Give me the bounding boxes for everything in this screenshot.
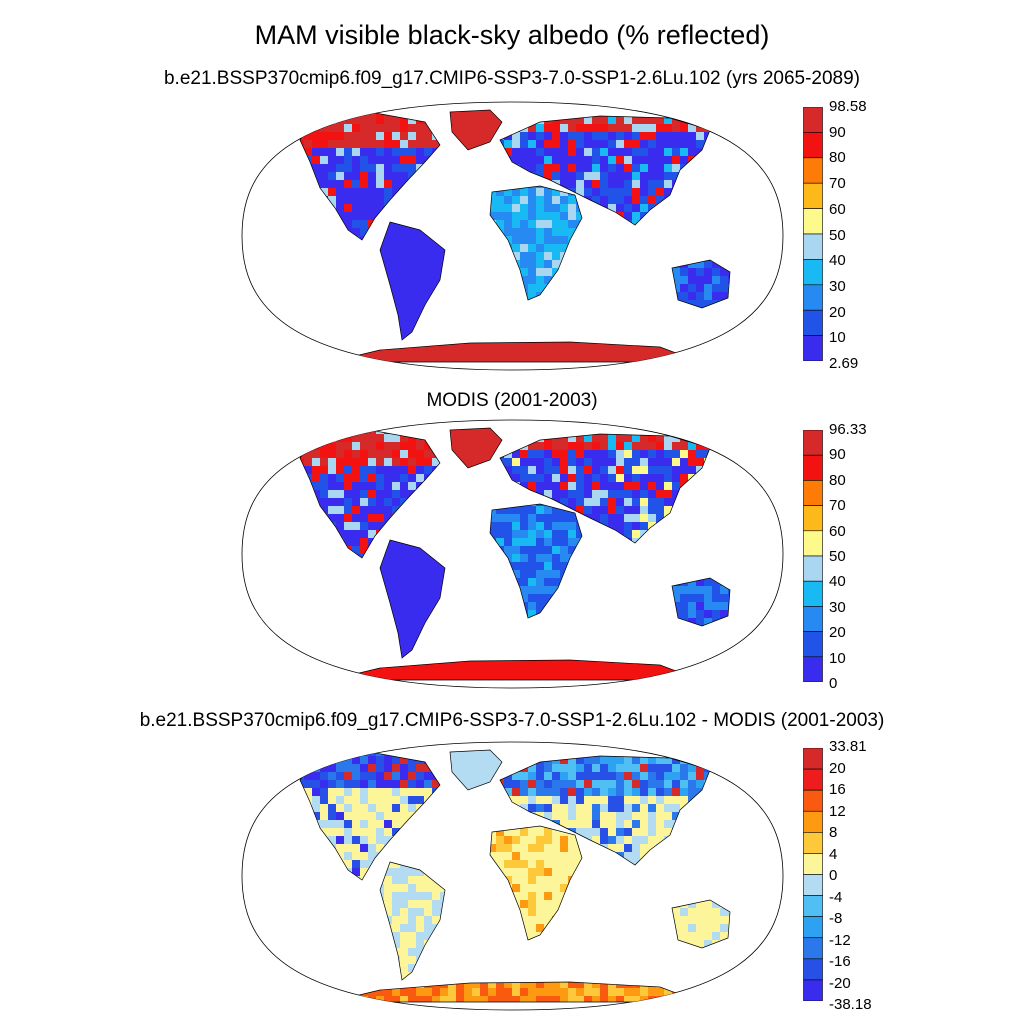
colorbar-swatch	[803, 454, 823, 481]
colorbar-swatch	[803, 132, 823, 159]
colorbar-swatch	[803, 309, 823, 336]
coastline-australia	[671, 577, 731, 627]
colorbar-swatch	[803, 789, 823, 812]
colorbar-swatch	[803, 656, 823, 682]
panel-1-colorbar-labels: 98.58 90 80 70 60 50 40 30 20 10 2.69	[829, 98, 909, 373]
colorbar-tick-label: 40	[829, 252, 846, 269]
colorbar-swatch	[803, 555, 823, 582]
coastline-greenland	[449, 427, 503, 469]
colorbar-swatch	[803, 606, 823, 632]
colorbar-tick-label: 98.58	[829, 98, 867, 115]
colorbar-tick-label: 60	[829, 201, 846, 218]
colorbar-swatch	[803, 979, 823, 1001]
colorbar-tick-label: 33.81	[829, 738, 867, 755]
colorbar-swatch	[803, 284, 823, 311]
coastline-europeAsia	[499, 755, 711, 866]
colorbar-swatch	[803, 853, 823, 875]
colorbar-swatch	[803, 208, 823, 235]
coastline-australia	[671, 259, 731, 309]
colorbar-swatch	[803, 748, 823, 770]
colorbar-tick-label: -8	[829, 910, 842, 927]
colorbar-swatch	[803, 631, 823, 658]
colorbar-tick-label: 0	[829, 675, 837, 692]
panel-3-colorbar-labels: 33.81 20 16 12 8 4 0 -4 -8 -12 -16 -20 -38.18	[829, 738, 919, 1014]
coastline-africa	[489, 825, 583, 941]
colorbar-tick-label: -16	[829, 953, 851, 970]
colorbar-swatch	[803, 580, 823, 607]
colorbar-tick-label: 80	[829, 149, 846, 166]
colorbar-tick-label: 16	[829, 781, 846, 798]
coastline-europeAsia	[499, 115, 711, 226]
colorbar-swatch	[803, 505, 823, 532]
colorbar-tick-label: 80	[829, 472, 846, 489]
colorbar-tick-label: 10	[829, 650, 846, 667]
colorbar-tick-label: 40	[829, 573, 846, 590]
colorbar-tick-label: 20	[829, 624, 846, 641]
colorbar-swatch	[803, 768, 823, 791]
colorbar-tick-label: 50	[829, 227, 846, 244]
figure-title: MAM visible black-sky albedo (% reflecte…	[0, 20, 1024, 51]
colorbar-tick-label: -38.18	[829, 996, 872, 1013]
colorbar-tick-label: 70	[829, 175, 846, 192]
panel-3-colorbar	[803, 748, 823, 1001]
panel-2-colorbar-labels: 96.33 90 80 70 60 50 40 30 20 10 0	[829, 421, 909, 693]
panel-1-subtitle: b.e21.BSSP370cmip6.f09_g17.CMIP6-SSP3-7.…	[0, 68, 1024, 90]
colorbar-tick-label: 90	[829, 446, 846, 463]
colorbar-tick-label: 30	[829, 278, 846, 295]
colorbar-swatch	[803, 530, 823, 557]
colorbar-tick-label: 96.33	[829, 421, 867, 438]
coastline-greenland	[449, 749, 503, 791]
colorbar-tick-label: 30	[829, 599, 846, 616]
panel-2-subtitle: MODIS (2001-2003)	[0, 390, 1024, 412]
colorbar-swatch	[803, 182, 823, 209]
colorbar-tick-label: 70	[829, 497, 846, 514]
colorbar-swatch	[803, 157, 823, 184]
colorbar-tick-label: 60	[829, 523, 846, 540]
colorbar-swatch	[803, 335, 823, 361]
colorbar-tick-label: 0	[829, 867, 837, 884]
colorbar-swatch	[803, 937, 823, 960]
colorbar-swatch	[803, 233, 823, 260]
coastline-africa	[489, 503, 583, 619]
coastline-southAmerica	[379, 861, 446, 981]
colorbar-swatch	[803, 259, 823, 286]
colorbar-swatch	[803, 430, 823, 456]
coastline-africa	[489, 185, 583, 301]
coastline-australia	[671, 899, 731, 949]
colorbar-tick-label: 8	[829, 824, 837, 841]
colorbar-tick-label: 2.69	[829, 355, 858, 372]
coastline-greenland	[449, 109, 503, 151]
colorbar-tick-label: 20	[829, 760, 846, 777]
coastline-southAmerica	[379, 221, 446, 341]
colorbar-tick-label: 12	[829, 803, 846, 820]
colorbar-swatch	[803, 916, 823, 939]
colorbar-tick-label: 20	[829, 304, 846, 321]
panel-1-colorbar	[803, 107, 823, 361]
coastline-northAmerica	[299, 751, 441, 881]
panel-2-colorbar	[803, 430, 823, 682]
colorbar-swatch	[803, 480, 823, 506]
colorbar-tick-label: 50	[829, 548, 846, 565]
colorbar-swatch	[803, 107, 823, 133]
panel-3-subtitle: b.e21.BSSP370cmip6.f09_g17.CMIP6-SSP3-7.…	[0, 710, 1024, 732]
colorbar-swatch	[803, 958, 823, 981]
colorbar-tick-label: -4	[829, 889, 842, 906]
colorbar-tick-label: 4	[829, 846, 837, 863]
colorbar-swatch	[803, 810, 823, 833]
coastline-northAmerica	[299, 429, 441, 559]
coastline-europeAsia	[499, 433, 711, 544]
panel-3-map	[241, 741, 784, 1011]
panel-2-map	[241, 419, 784, 689]
colorbar-tick-label: -20	[829, 975, 851, 992]
colorbar-tick-label: 90	[829, 124, 846, 141]
panel-1-map	[241, 101, 784, 371]
colorbar-tick-label: 10	[829, 329, 846, 346]
colorbar-swatch	[803, 874, 823, 896]
colorbar-swatch	[803, 832, 823, 854]
colorbar-swatch	[803, 895, 823, 917]
coastline-southAmerica	[379, 539, 446, 659]
coastline-northAmerica	[299, 111, 441, 241]
colorbar-tick-label: -12	[829, 932, 851, 949]
